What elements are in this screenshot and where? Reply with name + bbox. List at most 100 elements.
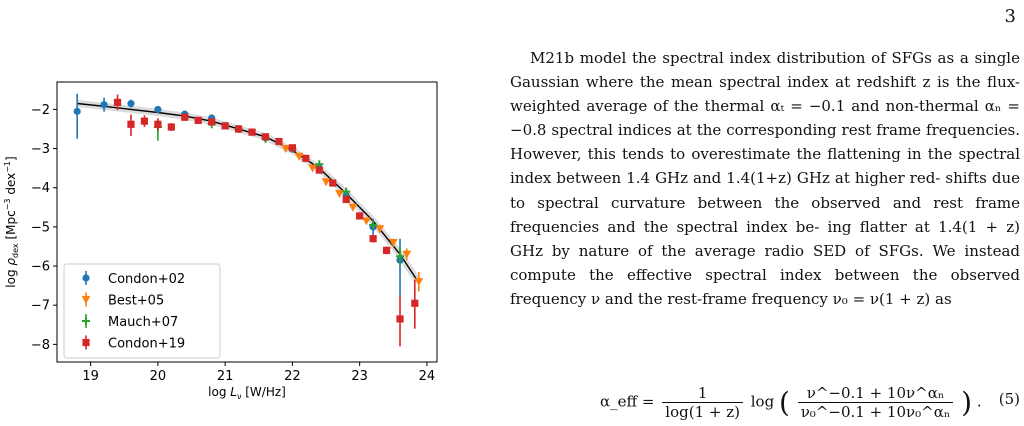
data-point: [369, 235, 377, 243]
paragraph-line: at the corresponding rest frame frequenc…: [510, 121, 1020, 164]
paragraph-line: index between 1.4 GHz and 1.4(1+z) GHz a…: [510, 169, 946, 188]
equation-fraction: 1 log(1 + z): [662, 384, 743, 421]
x-tick-label: 23: [351, 369, 368, 384]
legend: Condon+02 Best+05 Mauch+07 Condon+19: [63, 263, 221, 359]
equation-lhs: α_eff =: [600, 392, 655, 411]
data-point: [375, 225, 385, 234]
data-point: [396, 315, 404, 323]
equation-left-paren: (: [778, 386, 790, 419]
paragraph-line: αₜ = −0.1 and non-thermal αₙ = −0.8 spec…: [510, 97, 1020, 140]
data-point: [414, 278, 424, 287]
figure: 19 20 21 22 23 24 −2 −3 −4 −5 −6 −7 −8 log Lν [W/Hz] l…: [0, 0, 460, 422]
series-condon-19: [113, 94, 419, 347]
data-point: [221, 122, 229, 130]
legend-label: Condon+19: [108, 337, 185, 352]
paragraph-line: redshift z is the flux-weighted average …: [510, 73, 1020, 116]
x-tick-label: 20: [150, 369, 167, 384]
data-point: [315, 166, 323, 174]
data-point: [208, 118, 216, 126]
data-point: [181, 113, 189, 121]
body-text-column: M21b model the spectral index distributi…: [510, 46, 1020, 311]
paragraph-line: ing flatter at 1.4(1 + z) GHz by nature …: [510, 217, 1021, 260]
data-point: [140, 117, 149, 125]
paragraph-line: and rest frame frequencies and the spect…: [510, 193, 1020, 236]
data-point: [167, 123, 175, 131]
data-point: [348, 203, 358, 212]
data-point: [275, 137, 283, 146]
paragraph-line: M21b model the spectral index distributi…: [530, 49, 938, 67]
data-point: [356, 212, 364, 220]
x-axis-label: log Lν [W/Hz]: [208, 385, 286, 401]
equation-period: .: [976, 392, 982, 411]
data-point: [388, 238, 398, 247]
equation-body: α_eff = 1 log(1 + z) log ( ν^−0.1 + 10ν^…: [600, 384, 982, 421]
legend-marker: [82, 274, 90, 282]
data-point: [321, 178, 331, 187]
equation-number: (5): [998, 390, 1020, 408]
legend-marker: [82, 317, 90, 325]
data-point: [302, 154, 310, 162]
y-tick-label: −8: [31, 338, 50, 353]
fit-uncertainty-band: [76, 100, 420, 282]
data-point: [411, 299, 419, 307]
data-point: [396, 252, 405, 261]
data-point: [342, 187, 351, 196]
legend-marker: [82, 338, 90, 347]
equation-right-paren: ): [961, 386, 973, 419]
legend-label: Best+05: [108, 294, 164, 309]
equation-frac-denominator: log(1 + z): [665, 403, 740, 421]
paragraph-line: shifts due to spectral curvature between…: [510, 169, 1020, 212]
y-tick-label: −3: [31, 142, 50, 157]
data-point: [127, 120, 135, 128]
data-point: [361, 217, 371, 226]
equation-5: α_eff = 1 log(1 + z) log ( ν^−0.1 + 10ν^…: [600, 378, 1020, 422]
page-number: 3: [1004, 6, 1016, 27]
data-point: [402, 250, 412, 259]
y-tick-label: −2: [31, 103, 50, 118]
data-point: [281, 144, 291, 153]
y-tick-label: −7: [31, 299, 50, 314]
y-axis-label: log ρdex [Mpc−3 dex−1]: [3, 156, 20, 287]
equation-inner-fraction: ν^−0.1 + 10ν^αₙ ν₀^−0.1 + 10ν₀^αₙ: [797, 384, 954, 421]
data-point: [382, 246, 391, 254]
x-tick-label: 19: [82, 369, 99, 384]
legend-label: Mauch+07: [108, 315, 178, 330]
data-point: [294, 152, 304, 161]
data-point: [329, 179, 337, 187]
legend-label: Condon+02: [108, 272, 185, 287]
data-point: [261, 133, 270, 141]
x-tick-label: 21: [217, 369, 234, 384]
paragraph-line: spectral index between the observed freq…: [510, 265, 1020, 308]
y-tick-label: −6: [31, 260, 50, 275]
paragraph-line: radio SED of SFGs. We instead compute th…: [510, 241, 1020, 284]
legend-box: [63, 263, 221, 359]
equation-inner-denominator: ν₀^−0.1 + 10ν₀^αₙ: [800, 403, 951, 421]
data-point: [234, 125, 243, 133]
series-best-05: [281, 144, 424, 292]
data-point: [113, 98, 122, 106]
data-point: [248, 128, 256, 136]
data-point: [308, 164, 317, 173]
data-point: [288, 144, 296, 152]
plot-frame: [56, 81, 438, 363]
data-point: [342, 195, 350, 204]
legend-marker: [81, 295, 91, 304]
data-point: [194, 116, 202, 124]
paragraph-line: this tends to overestimate the flattenin…: [587, 145, 1020, 164]
paragraph-spectral-index: M21b model the spectral index distributi…: [510, 46, 1020, 311]
x-tick-label: 24: [419, 369, 436, 384]
data-point: [369, 220, 378, 229]
x-tick-label: 22: [284, 369, 301, 384]
paragraph-line: as a single Gaussian where the mean spec…: [510, 49, 1020, 92]
luminosity-function-chart: 19 20 21 22 23 24 −2 −3 −4 −5 −6 −7 −8 log Lν [W/Hz] l…: [3, 81, 438, 401]
data-point: [100, 101, 108, 109]
data-point: [127, 99, 135, 108]
y-tick-label: −5: [31, 220, 50, 235]
y-tick-label: −4: [31, 181, 50, 196]
paragraph-line: rest-frame frequency ν₀ = ν(1 + z) as: [667, 289, 952, 308]
equation-frac-numerator: 1: [662, 384, 743, 403]
equation-log: log: [750, 392, 775, 411]
data-point: [73, 107, 81, 115]
data-point: [335, 190, 344, 199]
data-point: [154, 105, 162, 114]
